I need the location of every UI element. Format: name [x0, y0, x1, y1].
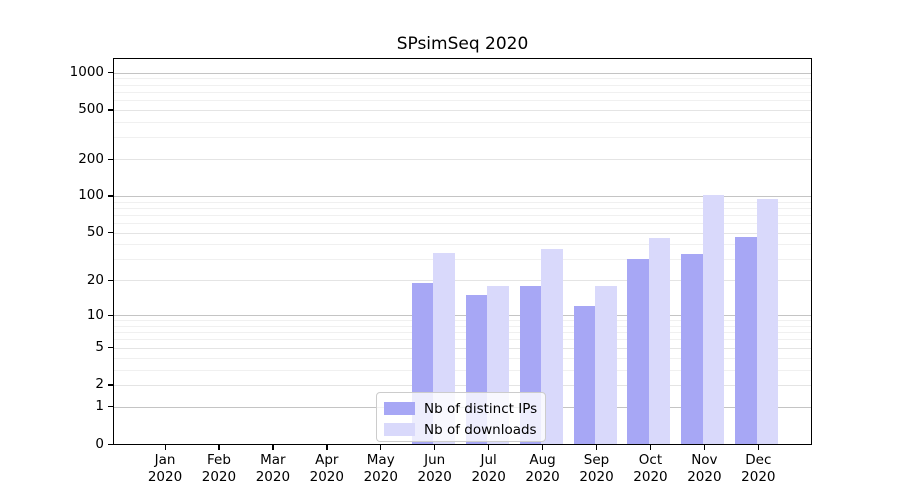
gridline-minor [114, 339, 811, 341]
gridline-minor [114, 84, 811, 86]
x-tick-mark [218, 445, 220, 450]
x-tick-label: Feb 2020 [201, 452, 237, 485]
gridline-major [114, 195, 811, 197]
gridline-minor [114, 201, 811, 203]
x-tick-label: May 2020 [363, 452, 398, 485]
gridline [114, 232, 811, 234]
x-tick-mark [542, 445, 544, 450]
y-tick-mark [108, 406, 114, 408]
bar-distinct-ips [573, 306, 596, 444]
legend-swatch-distinct-ips [384, 402, 415, 415]
x-tick-label: Dec 2020 [741, 452, 776, 485]
gridline-minor [114, 207, 811, 209]
x-tick-label: Sep 2020 [579, 452, 614, 485]
y-tick-label: 2 [95, 376, 104, 393]
y-tick-mark [108, 443, 114, 445]
bar-distinct-ips [627, 259, 649, 444]
gridline-minor [114, 244, 811, 246]
y-tick-mark [108, 314, 114, 316]
legend-swatch-downloads [384, 423, 415, 436]
gridline [114, 159, 811, 160]
x-tick-label: Nov 2020 [687, 452, 722, 485]
y-tick-mark [108, 72, 114, 74]
gridline-minor [114, 357, 811, 359]
x-tick-mark [380, 445, 382, 450]
x-tick-label: Apr 2020 [309, 452, 344, 485]
x-tick-label: Jan 2020 [147, 452, 183, 485]
chart-title: SPsimSeq 2020 [396, 34, 529, 54]
gridline-major [114, 315, 811, 317]
gridline-minor [114, 91, 811, 93]
y-tick-mark [108, 158, 114, 160]
bar-distinct-ips [735, 237, 757, 444]
x-tick-label: Oct 2020 [633, 452, 668, 485]
y-tick-mark [108, 195, 114, 197]
x-tick-mark [164, 445, 166, 450]
gridline [114, 109, 811, 111]
y-tick-label: 20 [86, 271, 104, 288]
y-tick-label: 5 [95, 339, 104, 356]
x-tick-mark [649, 445, 652, 450]
y-tick-mark [108, 109, 114, 111]
y-tick-mark [108, 384, 114, 386]
legend: Nb of distinct IPs Nb of downloads [376, 392, 546, 442]
gridline-minor [114, 320, 811, 322]
gridline-minor [114, 223, 811, 225]
gridline [114, 347, 811, 349]
gridline-minor [114, 137, 811, 139]
gridline [114, 384, 811, 386]
x-tick-mark [703, 445, 706, 450]
y-tick-label: 0 [95, 435, 104, 452]
bar-downloads [756, 199, 779, 444]
bar-downloads [648, 238, 671, 444]
x-tick-label: Mar 2020 [255, 452, 291, 485]
bar-downloads [541, 248, 563, 444]
y-tick-mark [108, 232, 114, 234]
y-tick-label: 500 [78, 101, 104, 118]
gridlines-layer [114, 59, 811, 444]
y-tick-label: 1000 [69, 64, 104, 81]
y-tick-label: 50 [86, 224, 104, 241]
x-tick-label: Jun 2020 [417, 452, 452, 485]
gridline-minor [114, 78, 811, 80]
gridline-minor [114, 369, 811, 371]
gridline-minor [114, 259, 811, 261]
bar-distinct-ips [681, 254, 703, 444]
x-tick-mark [326, 445, 328, 450]
x-tick-mark [434, 445, 436, 450]
x-tick-mark [596, 445, 598, 450]
legend-label: Nb of distinct IPs [424, 400, 538, 417]
x-tick-label: Aug 2020 [525, 452, 560, 485]
y-tick-label: 10 [86, 306, 104, 323]
x-tick-mark [272, 445, 274, 450]
gridline-minor [114, 332, 811, 334]
gridline-minor [114, 121, 811, 123]
bar-downloads [702, 194, 725, 444]
y-tick-label: 100 [78, 187, 104, 204]
y-tick-label: 1 [95, 398, 104, 415]
bar-downloads [595, 285, 617, 444]
x-tick-label: Jul 2020 [471, 452, 506, 485]
legend-label: Nb of downloads [424, 421, 537, 438]
gridline [114, 280, 811, 282]
gridline-minor [114, 325, 811, 327]
gridline-major [114, 72, 811, 74]
x-tick-mark [757, 445, 760, 450]
gridline-minor [114, 214, 811, 216]
plot-area: Nb of distinct IPs Nb of downloads [113, 58, 812, 445]
legend-item-distinct-ips: Nb of distinct IPs [377, 398, 545, 419]
y-tick-mark [108, 347, 114, 349]
y-tick-label: 200 [78, 150, 104, 167]
legend-item-downloads: Nb of downloads [377, 419, 545, 440]
gridline-minor [114, 100, 811, 102]
x-tick-mark [488, 445, 490, 450]
y-tick-mark [108, 279, 114, 282]
